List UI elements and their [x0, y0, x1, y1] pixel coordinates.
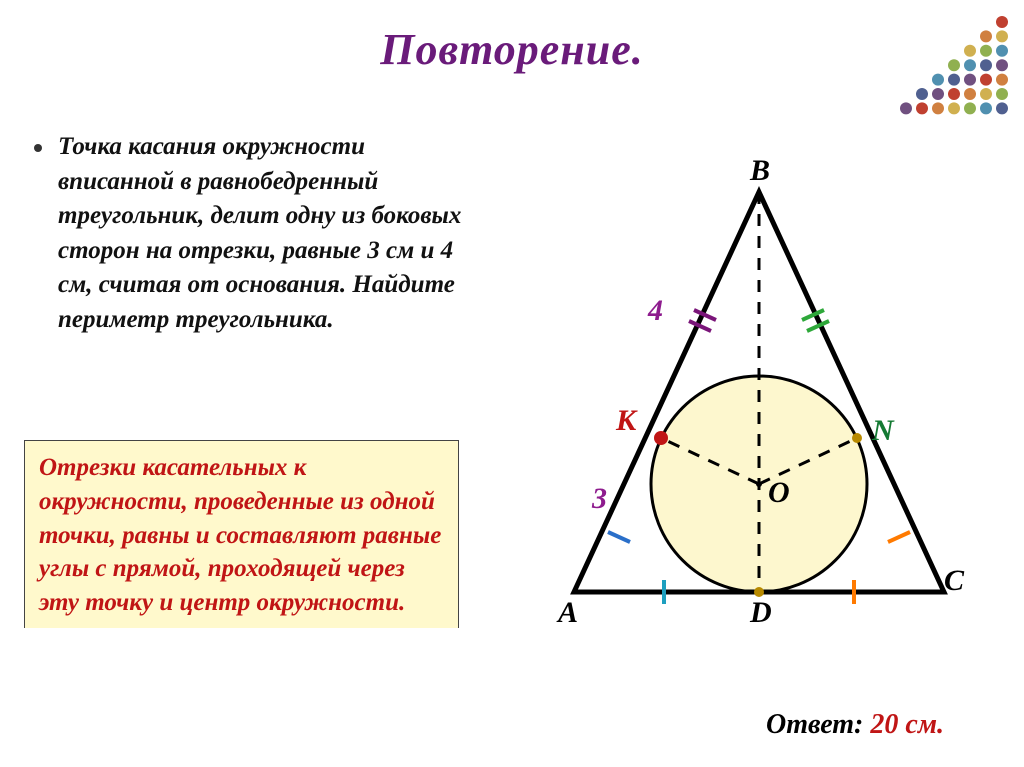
label-n: N — [872, 414, 894, 448]
label-k: К — [616, 404, 636, 438]
corner-decoration — [832, 12, 1012, 132]
bullet-icon — [34, 144, 42, 152]
rule-box: Отрезки касательных к окружности, провед… — [24, 440, 459, 628]
problem-text: Точка касания окружности вписанной в рав… — [58, 130, 464, 337]
tick-left-lower — [608, 532, 630, 542]
label-d: D — [750, 596, 772, 630]
rule-text: Отрезки касательных к окружности, провед… — [39, 454, 441, 616]
label-segment-3: 3 — [592, 482, 607, 516]
point-k — [654, 431, 668, 445]
answer-value: 20 см. — [870, 709, 944, 740]
point-n — [852, 433, 862, 443]
answer-line: Ответ: 20 см. — [766, 709, 944, 741]
label-b: B — [750, 154, 770, 188]
point-o — [756, 481, 762, 487]
tick-right-upper — [802, 310, 829, 331]
label-a: A — [558, 596, 578, 630]
tick-right-lower — [888, 532, 910, 542]
label-segment-4: 4 — [648, 294, 663, 328]
label-o: O — [768, 476, 790, 510]
label-c: C — [944, 564, 964, 598]
geometry-diagram: B A C D К N O 4 3 — [514, 160, 1004, 660]
tick-left-upper — [689, 310, 716, 331]
answer-label: Ответ: — [766, 709, 870, 740]
problem-block: Точка касания окружности вписанной в рав… — [34, 130, 464, 337]
